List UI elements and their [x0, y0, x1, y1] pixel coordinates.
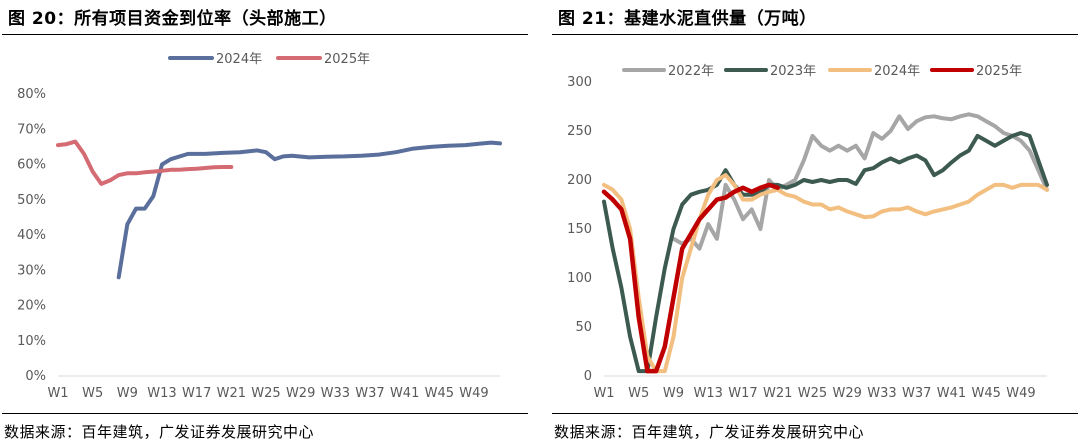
x-tick-label: W17 [182, 386, 211, 401]
legend-label-2023: 2023年 [770, 64, 816, 79]
x-tick-label: W13 [147, 386, 176, 401]
series-line-2025 [56, 139, 234, 186]
x-tick-label: W1 [47, 386, 68, 401]
x-tick-label: W13 [694, 386, 723, 401]
x-tick-label: W25 [251, 386, 280, 401]
x-tick-label: W9 [117, 386, 138, 401]
y-tick-label: 250 [567, 124, 592, 139]
x-tick-label: W45 [971, 386, 1000, 401]
y-tick-label: 40% [17, 228, 46, 243]
y-tick-label: 200 [567, 173, 592, 188]
series-line-2024 [116, 140, 502, 280]
x-tick-label: W29 [286, 386, 315, 401]
x-tick-label: W33 [867, 386, 896, 401]
x-tick-label: W41 [390, 386, 419, 401]
x-tick-label: W49 [1006, 386, 1035, 401]
x-tick-label: W17 [728, 386, 757, 401]
figure-21-title: 图 21：基建水泥直供量（万吨） [558, 9, 817, 29]
x-tick-label: W29 [833, 386, 862, 401]
y-tick-label: 300 [567, 75, 592, 90]
y-tick-label: 0 [584, 369, 592, 384]
series-line-2023 [602, 131, 1049, 374]
series-line-2025 [601, 182, 780, 374]
x-tick-label: W5 [628, 386, 649, 401]
legend-label-2022: 2022年 [668, 64, 714, 79]
legend-label-2024: 2024年 [874, 64, 920, 79]
x-tick-label: W45 [425, 386, 454, 401]
x-tick-label: W25 [798, 386, 827, 401]
title-divider [552, 34, 1078, 35]
y-tick-label: 30% [17, 263, 46, 278]
y-tick-label: 80% [17, 87, 46, 102]
x-tick-label: W21 [763, 386, 792, 401]
source-divider [2, 413, 528, 414]
y-tick-label: 10% [17, 334, 46, 349]
y-tick-label: 20% [17, 299, 46, 314]
x-tick-label: W5 [82, 386, 103, 401]
cement-supply-line-chart: 0 50 100 150 200 250 300 W1 W5 W9 W13 W17 W21 W25 W29 W… [567, 64, 1049, 401]
y-tick-label: 0% [25, 369, 46, 384]
y-tick-label: 50 [575, 320, 592, 335]
series-line-2024 [602, 173, 1049, 374]
title-divider [2, 34, 528, 35]
x-tick-label: W21 [217, 386, 246, 401]
x-tick-label: W41 [937, 386, 966, 401]
y-tick-label: 60% [17, 158, 46, 173]
legend-label-2024: 2024年 [216, 52, 262, 67]
x-tick-label: W37 [902, 386, 931, 401]
x-tick-label: W49 [459, 386, 488, 401]
y-tick-label: 150 [567, 222, 592, 237]
x-tick-label: W33 [321, 386, 350, 401]
figure-20-title: 图 20：所有项目资金到位率（头部施工） [8, 9, 337, 29]
series-line-2022 [671, 112, 1049, 251]
chart-panel-cement-supply: 图 21：基建水泥直供量（万吨） 0 50 100 150 200 250 300 W1 W5 W… [550, 0, 1080, 448]
source-divider [552, 413, 1078, 414]
legend-label-2025: 2025年 [976, 64, 1022, 79]
x-tick-label: W37 [355, 386, 384, 401]
y-tick-label: 100 [567, 271, 592, 286]
legend-label-2025: 2025年 [324, 52, 370, 67]
figure-21-source: 数据来源：百年建筑，广发证券发展研究中心 [554, 423, 865, 441]
figure-20-source: 数据来源：百年建筑，广发证券发展研究中心 [4, 423, 315, 441]
x-tick-label: W1 [593, 386, 614, 401]
y-tick-label: 50% [17, 193, 46, 208]
x-tick-label: W9 [663, 386, 684, 401]
chart-panel-funding-rate: 图 20：所有项目资金到位率（头部施工） 0% 10% 20% 30% 40% 50% 60… [0, 0, 530, 448]
funding-rate-line-chart: 0% 10% 20% 30% 40% 50% 60% 70% 80% W1 W5 W9 W13 W17 W2… [17, 52, 502, 401]
y-tick-label: 70% [17, 122, 46, 137]
